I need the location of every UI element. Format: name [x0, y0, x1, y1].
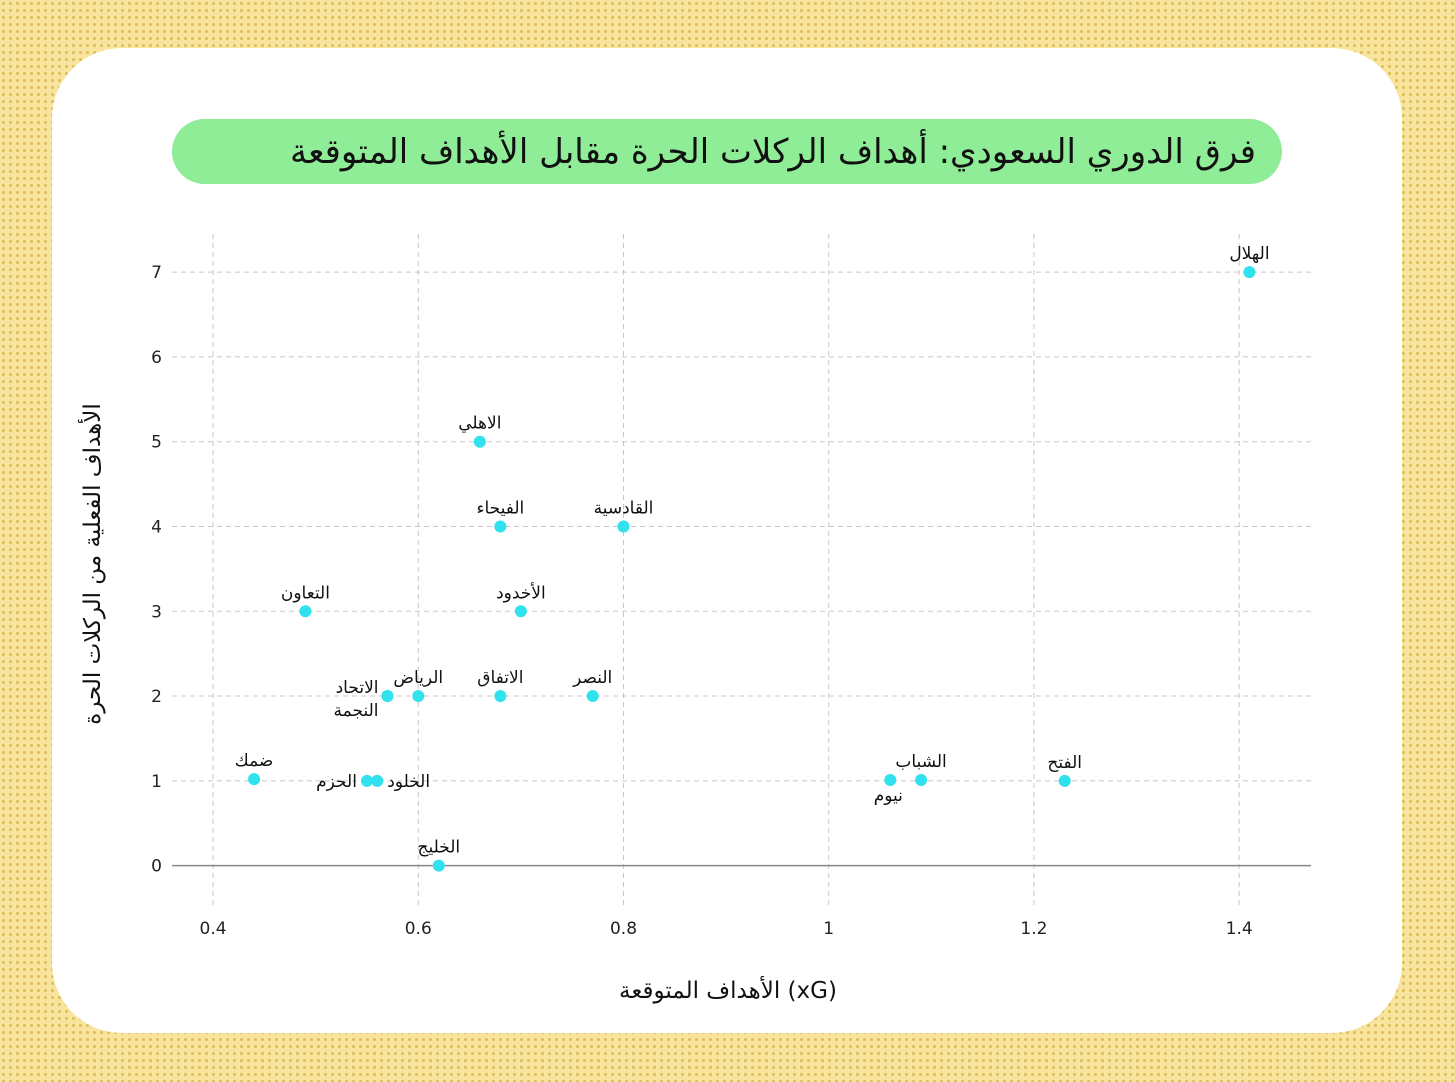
data-point — [586, 690, 599, 703]
grid-layer — [172, 234, 1311, 908]
x-tick-label: 1.4 — [1226, 919, 1253, 939]
data-point — [412, 690, 425, 703]
data-point — [299, 605, 312, 618]
y-tick-label: 3 — [151, 602, 162, 622]
point-label: الفتح — [1047, 753, 1082, 773]
point-label: الاتفاق — [477, 668, 523, 688]
data-point — [360, 774, 373, 787]
data-point — [514, 605, 527, 618]
data-point — [617, 520, 630, 533]
point-label: الخليج — [417, 838, 460, 858]
point-label: الهلال — [1229, 244, 1269, 264]
point-label: القادسية — [594, 498, 654, 518]
data-point — [1243, 266, 1256, 279]
x-tick-label: 0.6 — [405, 919, 432, 939]
data-point — [473, 435, 486, 448]
point-label: النجمة — [334, 701, 379, 721]
point-label: الفيحاء — [476, 498, 524, 518]
point-label: ضمك — [235, 751, 274, 771]
data-point — [371, 774, 384, 787]
y-tick-label: 5 — [151, 433, 162, 453]
x-tick-label: 0.8 — [610, 919, 637, 939]
point-label: نيوم — [874, 786, 903, 806]
chart-title: فرق الدوري السعودي: أهداف الركلات الحرة … — [289, 131, 1256, 172]
chart-card — [52, 48, 1402, 1033]
data-point — [432, 859, 445, 872]
y-tick-label: 0 — [151, 857, 162, 877]
y-tick-label: 4 — [151, 517, 162, 537]
x-axis-label: الأهداف المتوقعة (xG) — [619, 976, 837, 1004]
point-layer — [248, 266, 1256, 872]
point-label: الأخدود — [496, 582, 546, 603]
data-point — [1058, 774, 1071, 787]
y-tick-label: 7 — [151, 263, 162, 283]
point-label: الشباب — [895, 752, 946, 772]
title-pill: فرق الدوري السعودي: أهداف الركلات الحرة … — [172, 119, 1282, 184]
label-layer: الهلال الاهلي الفيحاء القادسية التعاون الأخدو… — [235, 244, 1270, 857]
data-point — [248, 773, 261, 786]
x-tick-label: 0.4 — [200, 919, 227, 939]
point-label: الاتحاد — [336, 678, 379, 698]
axis-layer: 0.4 0.6 0.8 1 1.2 1.4 0 1 2 3 4 5 6 7 — [151, 263, 1253, 939]
data-point — [381, 690, 394, 703]
data-point — [884, 773, 897, 786]
data-point — [915, 773, 928, 786]
point-label: التعاون — [281, 583, 330, 603]
y-tick-label: 2 — [151, 687, 162, 707]
point-label: الرياض — [393, 668, 443, 688]
y-axis-label: الأهداف الفعلية من الركلات الحرة — [78, 403, 106, 724]
y-tick-label: 6 — [151, 348, 162, 368]
point-label: الحزم — [316, 772, 357, 792]
data-point — [494, 520, 507, 533]
x-tick-label: 1.2 — [1020, 919, 1047, 939]
point-label: الاهلي — [458, 414, 501, 434]
point-label: الخلود — [387, 772, 430, 792]
y-tick-label: 1 — [151, 772, 162, 792]
x-tick-label: 1 — [823, 919, 834, 939]
point-label: النصر — [572, 668, 612, 688]
data-point — [494, 690, 507, 703]
